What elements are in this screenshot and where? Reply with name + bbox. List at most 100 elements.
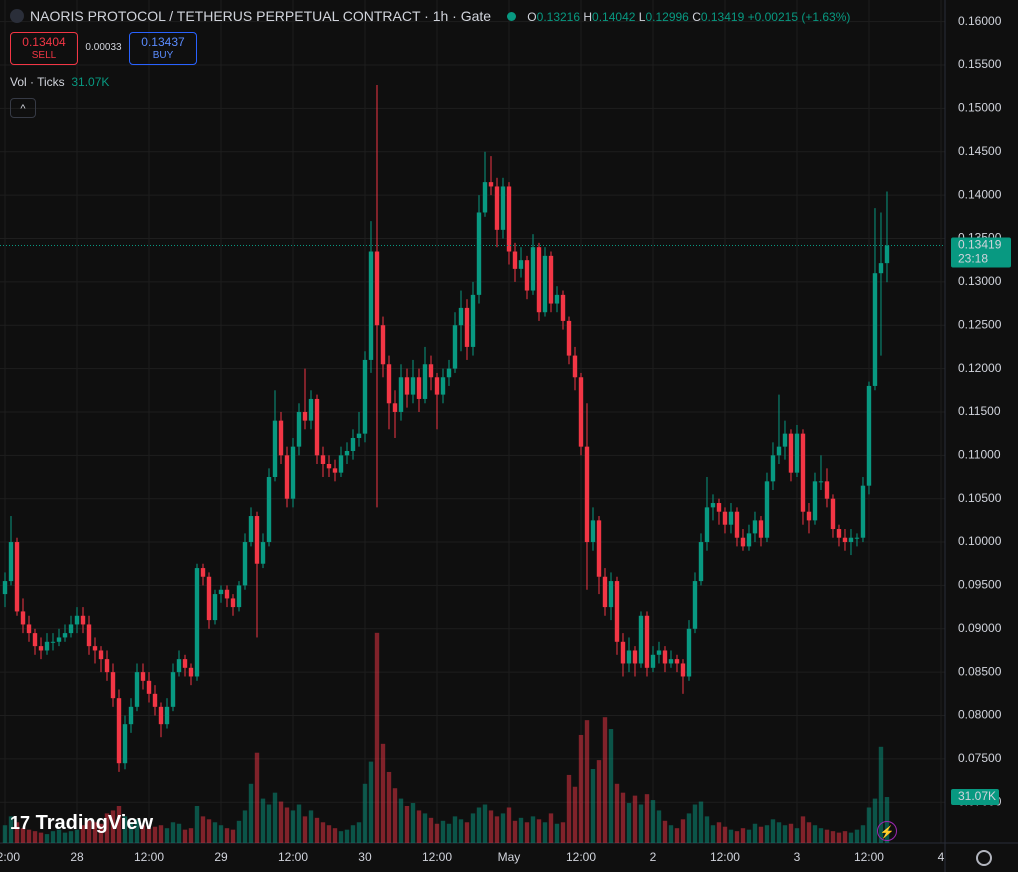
y-tick-label: 0.10500 xyxy=(958,491,1002,505)
volume-bar xyxy=(794,828,800,843)
ohlc-label: O xyxy=(527,10,537,24)
candle-body xyxy=(422,364,428,399)
volume-bar xyxy=(128,822,134,843)
candle-body xyxy=(770,455,776,482)
volume-bar xyxy=(374,632,380,843)
volume-bar xyxy=(86,820,92,843)
candle-body xyxy=(392,403,398,412)
sell-button[interactable]: 0.13404 SELL xyxy=(10,32,78,65)
volume-bar xyxy=(512,820,518,843)
volume-bar xyxy=(602,717,608,843)
volume-bar xyxy=(266,804,272,843)
volume-bar xyxy=(782,825,788,843)
candle-body xyxy=(440,377,446,395)
volume-bar xyxy=(776,822,782,843)
volume-bar xyxy=(152,826,158,843)
candle-body xyxy=(20,611,26,625)
candle-body xyxy=(662,650,668,664)
volume-bar xyxy=(236,820,242,843)
volume-bar xyxy=(56,829,62,843)
volume-bar xyxy=(500,813,506,843)
candle-body xyxy=(578,377,584,447)
volume-bar xyxy=(398,798,404,843)
x-tick-label: 2 xyxy=(650,850,657,864)
y-tick-label: 0.14000 xyxy=(958,187,1002,201)
y-tick-label: 0.14500 xyxy=(958,144,1002,158)
candle-body xyxy=(608,581,614,608)
candle-body xyxy=(764,481,770,538)
y-tick-label: 0.15500 xyxy=(958,57,1002,71)
buy-button[interactable]: 0.13437 BUY xyxy=(129,32,197,65)
volume-bar xyxy=(404,806,410,843)
candle-body xyxy=(740,537,746,547)
candle-body xyxy=(878,263,884,274)
candle-body xyxy=(590,520,596,543)
volume-bar xyxy=(218,825,224,843)
candle-body xyxy=(776,446,782,456)
candle-body xyxy=(128,706,134,725)
candle-body xyxy=(584,446,590,543)
volume-legend-label: Vol · Ticks xyxy=(10,75,65,89)
volume-bar xyxy=(476,807,482,843)
candle-body xyxy=(2,581,8,595)
candle-body xyxy=(506,186,512,252)
candle-body xyxy=(92,646,98,651)
volume-bar xyxy=(632,795,638,843)
y-tick-label: 0.08000 xyxy=(958,708,1002,722)
candle-body xyxy=(716,503,722,512)
volume-bar xyxy=(356,822,362,843)
y-tick-label: 0.12500 xyxy=(958,317,1002,331)
volume-bar xyxy=(176,823,182,843)
candle-body xyxy=(566,320,572,356)
candle-body xyxy=(188,667,194,677)
volume-bar xyxy=(260,798,266,843)
symbol-title[interactable]: NAORIS PROTOCOL / TETHERUS PERPETUAL CON… xyxy=(30,8,492,24)
volume-bar xyxy=(14,822,20,843)
candle-body xyxy=(494,186,500,230)
candle-body xyxy=(194,568,200,677)
candle-body xyxy=(98,650,104,660)
candle-body xyxy=(206,576,212,621)
x-tick-label: May xyxy=(498,850,521,864)
volume-bar xyxy=(800,816,806,843)
countdown: 23:18 xyxy=(958,252,988,266)
candle-body xyxy=(842,537,848,543)
candle-body xyxy=(8,542,14,582)
candle-body xyxy=(860,485,866,538)
candle-body xyxy=(446,368,452,378)
volume-bar xyxy=(242,810,248,843)
candle-body xyxy=(758,520,764,538)
y-tick-label: 0.11500 xyxy=(958,404,1001,418)
candle-body xyxy=(152,693,158,707)
volume-bar xyxy=(284,807,290,843)
candle-body xyxy=(302,411,308,421)
ohlc-label: C xyxy=(692,10,701,24)
collapse-button[interactable]: ^ xyxy=(10,98,36,118)
volume-bar xyxy=(458,819,464,843)
volume-bar xyxy=(386,771,392,843)
volume-bar xyxy=(572,786,578,843)
volume-bar xyxy=(680,819,686,843)
volume-bar xyxy=(770,819,776,843)
volume-bar xyxy=(830,831,836,843)
candle-body xyxy=(386,364,392,404)
candle-body xyxy=(290,446,296,499)
spread: 0.00033 xyxy=(85,42,122,53)
candle-body xyxy=(782,433,788,447)
alert-icon[interactable]: ⚡ xyxy=(877,821,897,841)
candle-body xyxy=(752,520,758,534)
candle-body xyxy=(650,654,656,668)
candle-body xyxy=(344,450,350,456)
volume-bar xyxy=(848,832,854,843)
ohlc-value: 0.14042 xyxy=(592,10,636,24)
settings-icon[interactable] xyxy=(976,850,992,866)
candle-body xyxy=(242,542,248,586)
volume-tag-label: 31.07K xyxy=(958,789,996,803)
volume-bar xyxy=(68,831,74,843)
candle-body xyxy=(812,481,818,521)
volume-bar xyxy=(836,832,842,843)
volume-bar xyxy=(200,816,206,843)
volume-bar xyxy=(806,822,812,843)
candle-body xyxy=(560,294,566,321)
